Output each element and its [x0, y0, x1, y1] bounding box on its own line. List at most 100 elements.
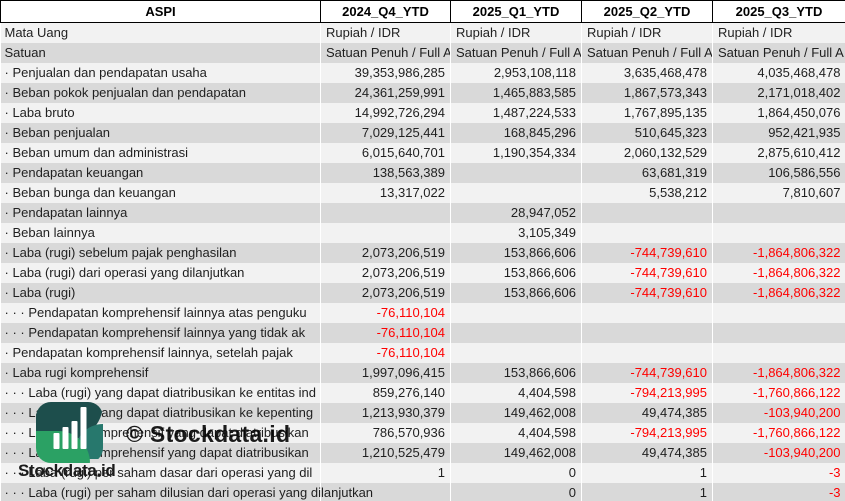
value-cell	[581, 223, 713, 243]
value-cell	[712, 203, 845, 223]
value-cell	[581, 343, 713, 363]
column-header-q2-2025: 2025_Q2_YTD	[581, 0, 713, 23]
value-cell: 1	[320, 463, 451, 483]
value-cell	[450, 183, 582, 203]
value-cell: 13,317,022	[320, 183, 451, 203]
value-cell	[712, 303, 845, 323]
column-header-q4-2024: 2024_Q4_YTD	[320, 0, 451, 23]
table-row: · Beban pokok penjualan dan pendapatan 24…	[0, 83, 845, 103]
row-label: · · · Laba (rugi) per saham dasar dari o…	[0, 463, 321, 483]
row-label: · Beban lainnya	[0, 223, 321, 243]
row-label: · Beban umum dan administrasi	[0, 143, 321, 163]
value-cell: 1,997,096,415	[320, 363, 451, 383]
row-label: · Beban pokok penjualan dan pendapatan	[0, 83, 321, 103]
value-cell: 1	[581, 483, 713, 501]
table-row: · Laba (rugi) sebelum pajak penghasilan 2…	[0, 243, 845, 263]
value-cell: -794,213,995	[581, 383, 713, 403]
value-cell: 2,875,610,412	[712, 143, 845, 163]
value-cell: 2,171,018,402	[712, 83, 845, 103]
value-cell: 2,953,108,118	[450, 63, 582, 83]
value-cell: 153,866,606	[450, 283, 582, 303]
meta-cell: Rupiah / IDR	[712, 22, 845, 43]
value-cell: 1,487,224,533	[450, 103, 582, 123]
value-cell: 4,404,598	[450, 423, 582, 443]
value-cell: -1,864,806,322	[712, 243, 845, 263]
table-row: · Penjualan dan pendapatan usaha 39,353,9…	[0, 63, 845, 83]
value-cell: 1	[581, 463, 713, 483]
table-row: · Beban lainnya 3,105,349	[0, 223, 845, 243]
table-row: · Laba rugi komprehensif 1,997,096,415 153…	[0, 363, 845, 383]
table-row: · Laba (rugi) 2,073,206,519 153,866,606 -74…	[0, 283, 845, 303]
value-cell: 1,767,895,135	[581, 103, 713, 123]
value-cell: 4,404,598	[450, 383, 582, 403]
table-row: · · · Laba (rugi) per saham dasar dari o…	[0, 463, 845, 483]
value-cell	[712, 223, 845, 243]
table-row: · Pendapatan keuangan 138,563,389 63,681,3…	[0, 163, 845, 183]
row-label: · Pendapatan komprehensif lainnya, setel…	[0, 343, 321, 363]
value-cell: -76,110,104	[320, 303, 451, 323]
value-cell	[450, 163, 582, 183]
meta-cell: Satuan Penuh / Full A	[581, 43, 713, 63]
table-row: · Laba (rugi) dari operasi yang dilanjut…	[0, 263, 845, 283]
meta-cell: Satuan Penuh / Full A	[320, 43, 451, 63]
value-cell: -1,864,806,322	[712, 363, 845, 383]
value-cell: 7,810,607	[712, 183, 845, 203]
table-body: Mata Uang Rupiah / IDR Rupiah / IDR Rupiah …	[0, 22, 845, 501]
meta-cell: Satuan Penuh / Full A	[712, 43, 845, 63]
table-row: · Pendapatan komprehensif lainnya, setel…	[0, 343, 845, 363]
row-label: · Pendapatan lainnya	[0, 203, 321, 223]
meta-cell: Rupiah / IDR	[320, 22, 451, 43]
value-cell: 49,474,385	[581, 443, 713, 463]
table-row: · · · Laba rugi komprehensif yang dapat …	[0, 423, 845, 443]
row-label: · Laba (rugi) dari operasi yang dilanjut…	[0, 263, 321, 283]
brand-name: Stockdata.id	[18, 461, 116, 480]
value-cell: -1,864,806,322	[712, 263, 845, 283]
value-cell	[581, 323, 713, 343]
value-cell: 106,586,556	[712, 163, 845, 183]
value-cell: 0	[450, 483, 582, 501]
row-label: · Penjualan dan pendapatan usaha	[0, 63, 321, 83]
value-cell: 28,947,052	[450, 203, 582, 223]
value-cell: 24,361,259,991	[320, 83, 451, 103]
table-row: · · · Pendapatan komprehensif lainnya at…	[0, 303, 845, 323]
value-cell: -3	[712, 463, 845, 483]
value-cell: 153,866,606	[450, 263, 582, 283]
row-label: · Laba bruto	[0, 103, 321, 123]
value-cell: 4,035,468,478	[712, 63, 845, 83]
value-cell: 7,029,125,441	[320, 123, 451, 143]
column-header-q1-2025: 2025_Q1_YTD	[450, 0, 582, 23]
value-cell: 153,866,606	[450, 243, 582, 263]
value-cell: 138,563,389	[320, 163, 451, 183]
table-row: · Pendapatan lainnya 28,947,052	[0, 203, 845, 223]
value-cell: -744,739,610	[581, 283, 713, 303]
table-row: · · · Laba (rugi) yang dapat diatribusik…	[0, 403, 845, 423]
value-cell: 2,060,132,529	[581, 143, 713, 163]
value-cell: 3,105,349	[450, 223, 582, 243]
column-header-q3-2025: 2025_Q3_YTD	[712, 0, 845, 23]
value-cell: 1,867,573,343	[581, 83, 713, 103]
row-label: Satuan	[0, 43, 321, 63]
value-cell: 153,866,606	[450, 363, 582, 383]
value-cell: 510,645,323	[581, 123, 713, 143]
value-cell	[450, 303, 582, 323]
value-cell: 1,213,930,379	[320, 403, 451, 423]
table-row: Satuan Satuan Penuh / Full A Satuan Penuh …	[0, 43, 845, 63]
value-cell: 6,015,640,701	[320, 143, 451, 163]
row-label: · · · Laba (rugi) per saham dilusian dar…	[0, 483, 373, 501]
value-cell: 168,845,296	[450, 123, 582, 143]
value-cell: -794,213,995	[581, 423, 713, 443]
table-row: · · · Laba (rugi) yang dapat diatribusik…	[0, 383, 845, 403]
value-cell: 149,462,008	[450, 403, 582, 423]
value-cell	[712, 323, 845, 343]
row-label: · Beban bunga dan keuangan	[0, 183, 321, 203]
value-cell: 786,570,936	[320, 423, 451, 443]
row-label: · · · Pendapatan komprehensif lainnya ya…	[0, 323, 321, 343]
value-cell	[320, 223, 451, 243]
value-cell: 149,462,008	[450, 443, 582, 463]
meta-cell: Rupiah / IDR	[581, 22, 713, 43]
value-cell: -744,739,610	[581, 363, 713, 383]
value-cell	[581, 203, 713, 223]
table-row: · Beban penjualan 7,029,125,441 168,845,29…	[0, 123, 845, 143]
